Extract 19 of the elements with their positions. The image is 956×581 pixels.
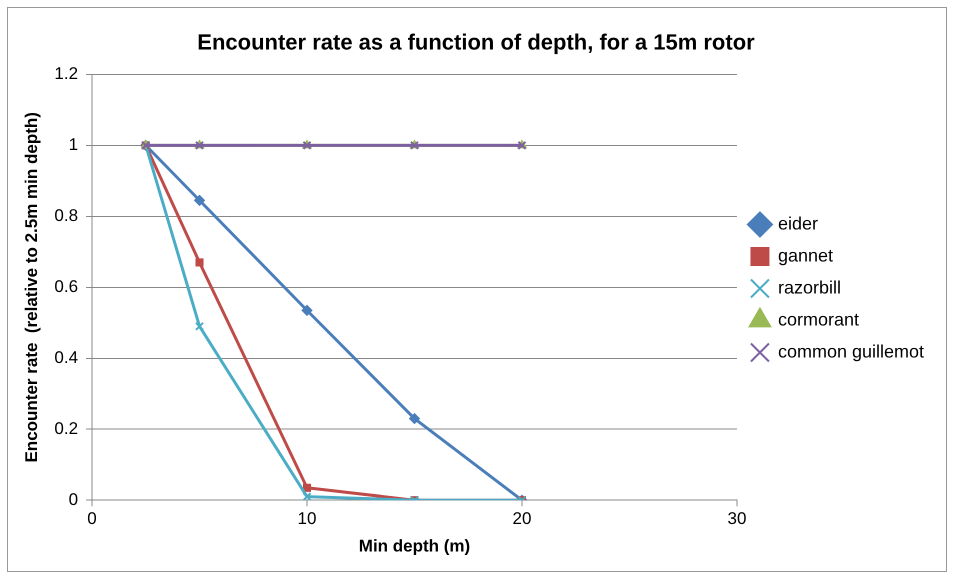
y-tick-label: 1	[68, 135, 78, 154]
legend-label: gannet	[778, 245, 834, 266]
x-tick-label: 20	[512, 509, 532, 528]
x-axis-title: Min depth (m)	[358, 536, 470, 556]
y-tick-label: 0.4	[54, 348, 78, 367]
y-tick-label: 0	[68, 490, 78, 509]
x-tick-label: 0	[87, 509, 97, 528]
y-tick-label: 0.2	[54, 418, 78, 438]
legend-label: cormorant	[778, 309, 859, 330]
x-tick-label: 30	[727, 509, 746, 528]
y-tick-label: 0.8	[54, 206, 78, 226]
legend-label: eider	[778, 213, 818, 234]
legend-label: common guillemot	[778, 341, 924, 362]
x-tick-label: 10	[298, 509, 316, 528]
legend-label: razorbill	[778, 277, 841, 298]
y-tick-label: 1.2	[54, 64, 78, 84]
chart-title: Encounter rate as a function of depth, for a 15m rotor	[197, 29, 756, 54]
y-tick-label: 0.6	[54, 276, 78, 296]
y-axis-title: Encounter rate (relative to 2.5m min depth)	[22, 112, 41, 463]
